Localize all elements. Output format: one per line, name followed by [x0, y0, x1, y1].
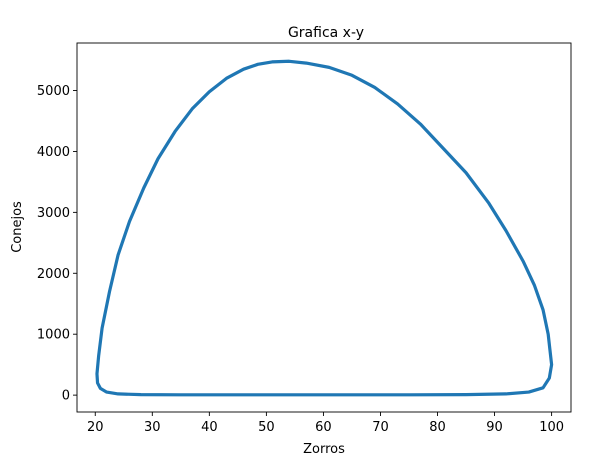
- x-tick-label: 60: [315, 420, 332, 435]
- chart-title: Grafica x-y: [288, 25, 364, 41]
- plot-frame: [76, 42, 572, 413]
- y-tick-label: 5000: [37, 84, 70, 99]
- x-tick-label: 30: [144, 420, 161, 435]
- x-tick-label: 40: [201, 420, 218, 435]
- y-tick-label: 1000: [37, 328, 70, 343]
- x-axis-label: Zorros: [303, 442, 345, 456]
- x-tick-label: 20: [87, 420, 104, 435]
- y-tick-label: 3000: [37, 206, 70, 221]
- x-tick-label: 100: [539, 420, 564, 435]
- y-tick-label: 4000: [37, 145, 70, 160]
- y-tick-label: 0: [62, 389, 70, 404]
- y-tick-label: 2000: [37, 267, 70, 282]
- y-axis-ticks: 0 1000 2000 3000 4000 5000: [37, 84, 77, 404]
- x-tick-label: 80: [429, 420, 446, 435]
- series-line-0: [95, 59, 554, 397]
- x-tick-label: 50: [258, 420, 275, 435]
- x-axis-ticks: 20 30 40 50 60 70 80 90 100: [87, 412, 564, 435]
- x-tick-label: 90: [486, 420, 503, 435]
- y-axis-label: Conejos: [10, 201, 25, 253]
- plot-area: [95, 59, 554, 397]
- x-tick-label: 70: [372, 420, 389, 435]
